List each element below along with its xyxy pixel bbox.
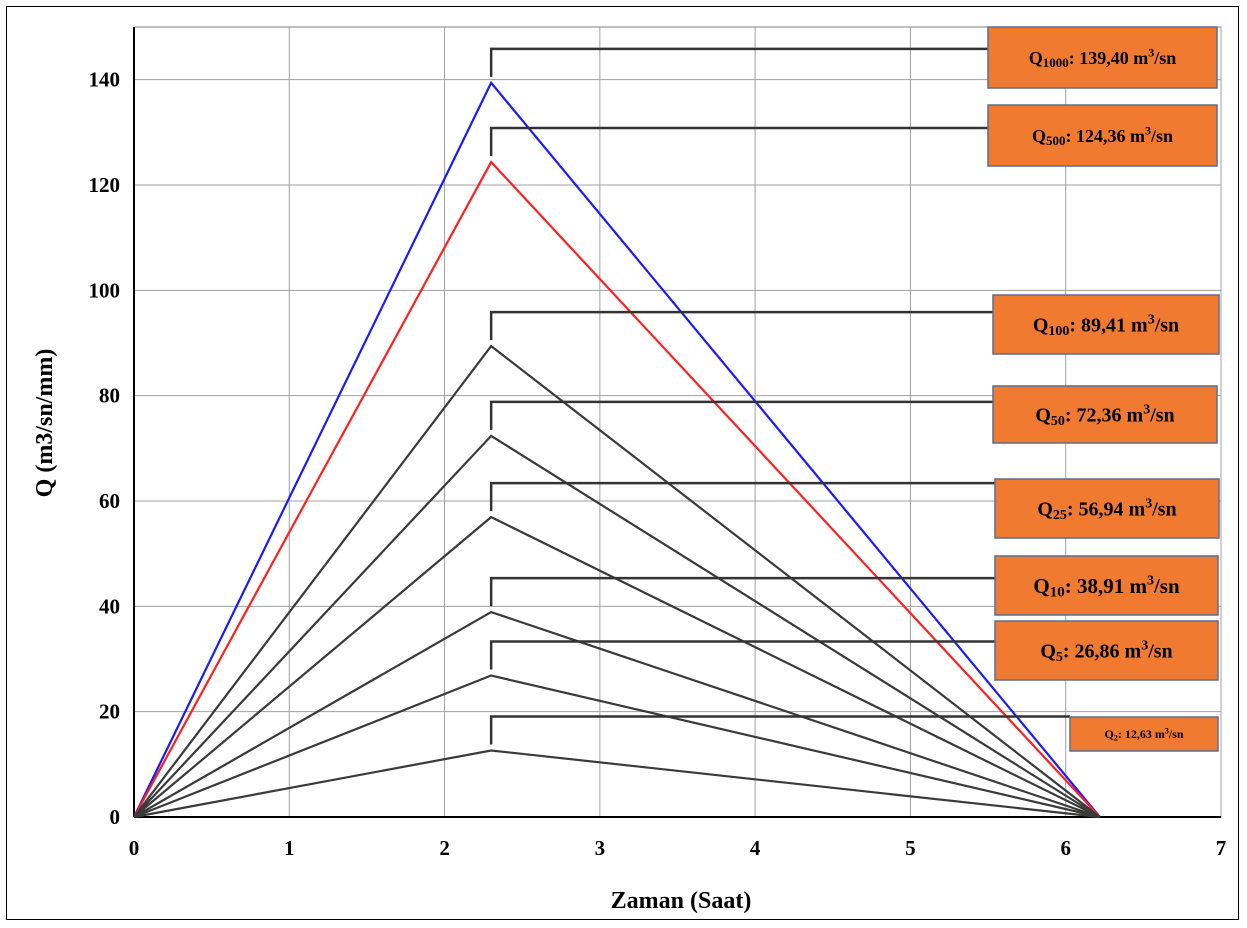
- leader-line-q500: [489, 126, 988, 157]
- series-lines: [133, 80, 1101, 819]
- series-line-q10: [133, 610, 1101, 819]
- label-text-q500: Q500: 124,36 m3/sn: [1032, 124, 1173, 148]
- y-tick-label: 120: [89, 173, 121, 197]
- series-line-q100: [133, 344, 1101, 818]
- label-text-q50: Q50: 72,36 m3/sn: [1035, 403, 1174, 430]
- x-tick-label: 5: [905, 836, 916, 860]
- x-tick-label: 3: [595, 836, 606, 860]
- y-tick-label: 0: [110, 805, 121, 829]
- label-box-q25: [994, 478, 1220, 539]
- series-line-q5: [133, 674, 1101, 819]
- label-text-q2: Q2: 12,63 m3/sn: [1104, 726, 1183, 742]
- leader-line-q50: [489, 400, 993, 430]
- x-tick-label: 6: [1060, 836, 1071, 860]
- label-box-q5: [994, 620, 1219, 681]
- label-text-q25: Q25: 56,94 m3/sn: [1037, 497, 1176, 524]
- label-box-q500: [987, 104, 1218, 167]
- label-text-q100: Q100: 89,41 m3/sn: [1033, 313, 1179, 340]
- label-boxes: Q1000: 139,40 m3/sn Q500: 124,36 m3/sn Q10…: [987, 26, 1220, 752]
- x-axis-title: Zaman (Saat): [611, 888, 752, 914]
- label-box-q10: [994, 555, 1219, 616]
- leader-line-q5: [489, 640, 995, 670]
- series-line-q2: [133, 749, 1100, 819]
- label-text-q10: Q10: 38,91 m3/sn: [1033, 573, 1180, 600]
- label-box-q1000: [987, 26, 1218, 89]
- label-box-q100: [992, 294, 1220, 355]
- label-text-q5: Q5: 26,86 m3/sn: [1040, 639, 1172, 666]
- leader-lines: [489, 47, 1070, 745]
- y-tick-label: 60: [99, 489, 120, 513]
- x-tick-label: 0: [129, 836, 140, 860]
- leader-line-q10: [489, 576, 995, 607]
- y-axis-title: Q (m3/sn/mm): [32, 349, 58, 498]
- y-tick-label: 140: [89, 68, 121, 92]
- x-tick-label: 7: [1216, 836, 1227, 860]
- label-box-q2: [1069, 716, 1219, 752]
- tick-labels: 0 1 2 3 4 5 6 7 0 20 40 60 80 100 120 140: [89, 68, 1227, 860]
- series-line-q50: [133, 434, 1101, 818]
- leader-line-q100: [489, 310, 993, 341]
- series-line-q500: [133, 160, 1101, 818]
- series-line-q1000: [133, 80, 1101, 818]
- y-tick-label: 80: [99, 384, 120, 408]
- leader-line-q25: [489, 481, 995, 512]
- series-line-q25: [133, 515, 1101, 818]
- x-tick-label: 2: [439, 836, 450, 860]
- y-tick-label: 100: [89, 278, 121, 302]
- y-tick-label: 40: [99, 594, 120, 618]
- leader-line-q1000: [489, 47, 988, 77]
- label-text-q1000: Q1000: 139,40 m3/sn: [1029, 46, 1177, 70]
- y-tick-label: 20: [99, 700, 120, 724]
- x-tick-label: 1: [284, 836, 295, 860]
- label-box-q50: [992, 385, 1218, 444]
- x-tick-label: 4: [750, 836, 761, 860]
- leader-line-q2: [489, 715, 1070, 745]
